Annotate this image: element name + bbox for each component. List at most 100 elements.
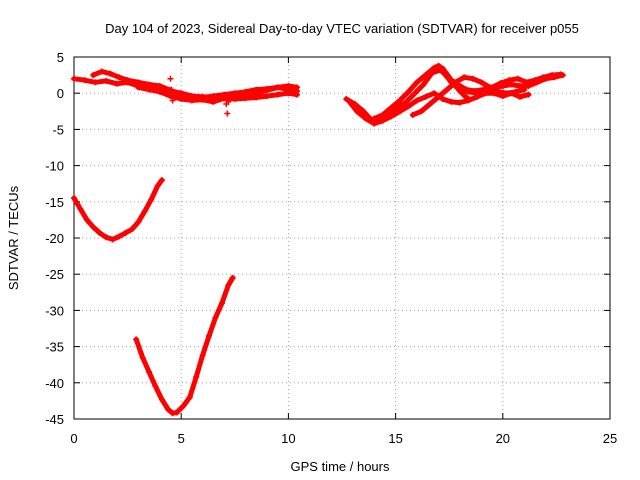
data-point — [168, 86, 175, 93]
data-point — [354, 108, 361, 115]
data-point — [362, 115, 369, 122]
data-point — [293, 91, 300, 98]
y-tick-label: -25 — [45, 267, 64, 282]
data-point — [148, 196, 155, 203]
data-point — [551, 74, 558, 81]
data-point — [504, 90, 511, 97]
data-point — [71, 75, 77, 82]
data-point — [418, 108, 425, 115]
data-point — [431, 64, 438, 71]
data-point — [263, 85, 270, 92]
axis-ticks — [73, 56, 611, 420]
data-point — [154, 182, 161, 189]
data-point — [218, 300, 225, 307]
y-tick-label: -10 — [45, 159, 64, 174]
y-tick-label: -35 — [45, 340, 64, 355]
data-point — [135, 219, 142, 226]
data-point — [107, 70, 114, 77]
x-tick-label: 15 — [388, 431, 402, 446]
data-point — [379, 111, 386, 118]
data-point — [186, 394, 193, 401]
data-point — [403, 98, 410, 105]
data-point — [414, 97, 421, 104]
x-tick-label: 25 — [603, 431, 617, 446]
series-arc-1c — [135, 84, 300, 105]
data-point — [465, 95, 472, 102]
series-arc-2 — [71, 177, 165, 243]
data-point — [90, 72, 97, 79]
data-point — [210, 98, 217, 105]
data-point — [521, 86, 528, 93]
data-point — [139, 354, 146, 361]
series-line — [135, 84, 300, 105]
data-point — [396, 97, 403, 104]
data-point — [285, 90, 292, 97]
data-point — [559, 72, 566, 79]
data-point — [146, 86, 153, 93]
x-tick-label: 0 — [70, 431, 77, 446]
data-point — [135, 79, 142, 86]
grid-lines — [74, 57, 610, 419]
data-point — [133, 336, 140, 343]
data-point — [534, 79, 541, 86]
data-point — [116, 74, 123, 81]
data-point — [525, 82, 532, 89]
data-point — [141, 208, 148, 215]
data-point — [482, 90, 489, 97]
x-tick-label: 10 — [281, 431, 295, 446]
data-point — [478, 79, 485, 86]
data-point — [405, 88, 412, 95]
data-point — [508, 81, 515, 88]
data-point — [499, 82, 506, 89]
y-tick-label: -30 — [45, 303, 64, 318]
data-point — [396, 108, 403, 115]
data-point — [224, 110, 231, 117]
data-point — [71, 195, 77, 202]
data-point — [90, 224, 97, 231]
data-point — [206, 332, 213, 339]
y-tick-label: 5 — [57, 50, 64, 65]
data-point — [516, 82, 523, 89]
y-tick-label: 0 — [57, 86, 64, 101]
series-arc-4d — [409, 74, 528, 118]
data-point — [439, 65, 446, 72]
data-point — [420, 81, 427, 88]
data-series — [71, 62, 566, 417]
data-point — [388, 104, 395, 111]
data-point — [173, 409, 180, 416]
data-point — [253, 94, 260, 101]
data-point — [116, 233, 123, 240]
data-point — [465, 88, 472, 95]
data-point — [448, 98, 455, 105]
data-point — [165, 406, 172, 413]
data-point — [274, 91, 281, 98]
data-point — [452, 82, 459, 89]
data-point — [210, 93, 217, 100]
data-point — [103, 234, 110, 241]
data-point — [444, 71, 451, 78]
data-point — [439, 95, 446, 102]
data-point — [542, 75, 549, 82]
data-point — [96, 229, 103, 236]
data-point — [199, 96, 206, 103]
data-point — [81, 77, 88, 84]
data-point — [158, 177, 165, 184]
data-point — [83, 216, 90, 223]
series-arc-3 — [133, 274, 236, 417]
data-point — [193, 374, 200, 381]
x-tick-labels: 0 5 10 15 20 25 — [70, 431, 617, 446]
data-point — [242, 88, 249, 95]
series-arc-4e — [431, 62, 472, 102]
y-tick-label: -45 — [45, 412, 64, 427]
data-point — [225, 282, 232, 289]
data-point — [379, 117, 386, 124]
data-point — [345, 97, 352, 104]
data-point — [231, 95, 238, 102]
chart-title: Day 104 of 2023, Sidereal Day-to-day VTE… — [105, 21, 579, 36]
series-arc-1-spikes — [167, 75, 232, 117]
data-point — [506, 77, 513, 84]
y-tick-label: -5 — [52, 122, 64, 137]
y-tick-labels: 5 0 -5 -10 -15 -20 -25 -30 -35 -40 -45 — [45, 50, 64, 427]
